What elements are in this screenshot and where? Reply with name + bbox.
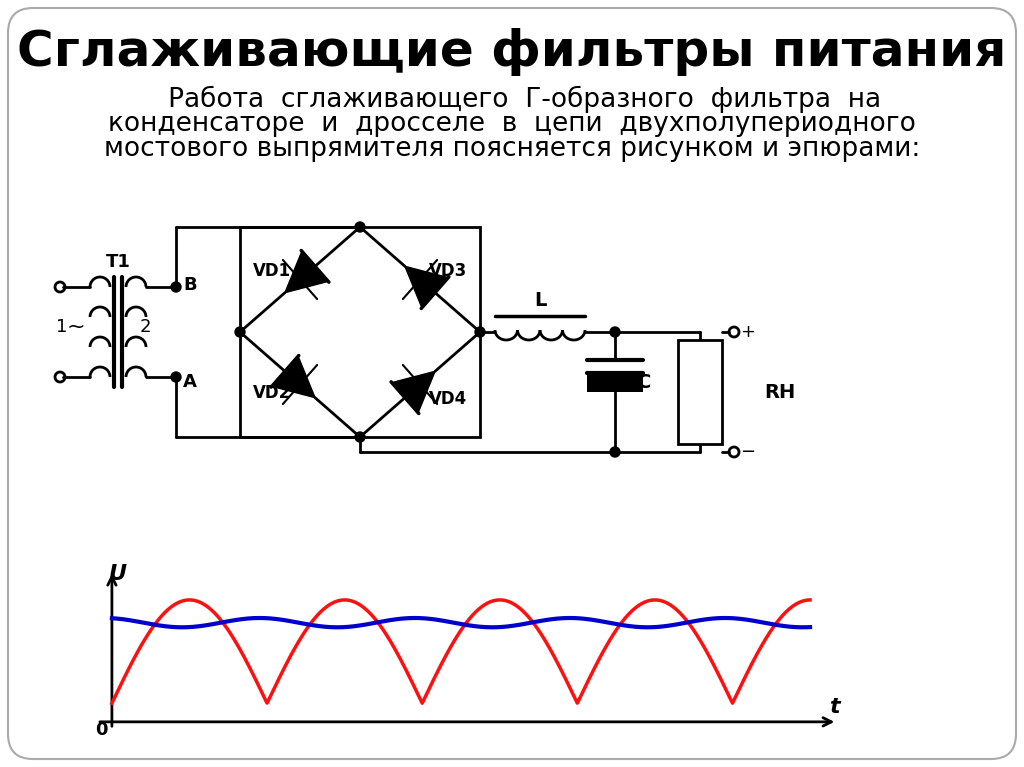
Text: RН: RН: [764, 383, 796, 401]
Polygon shape: [392, 371, 435, 413]
Text: −: −: [740, 443, 756, 461]
Circle shape: [610, 327, 620, 337]
Text: t: t: [829, 697, 840, 717]
Text: U: U: [109, 564, 127, 584]
Bar: [240, 227, 480, 437]
Circle shape: [171, 372, 181, 382]
Text: 2: 2: [140, 318, 152, 336]
Bar: [678, 340, 722, 444]
Circle shape: [171, 282, 181, 292]
Text: VD3: VD3: [429, 262, 467, 281]
Text: 0: 0: [95, 721, 108, 739]
Text: конденсаторе  и  дросселе  в  цепи  двухполупериодного: конденсаторе и дросселе в цепи двухполуп…: [109, 111, 915, 137]
Circle shape: [234, 327, 245, 337]
Text: VD1: VD1: [253, 262, 291, 281]
Circle shape: [610, 447, 620, 457]
Circle shape: [475, 327, 485, 337]
Text: VD2: VD2: [253, 384, 291, 401]
Text: ~: ~: [67, 317, 85, 337]
Text: VD4: VD4: [429, 390, 467, 409]
Polygon shape: [404, 266, 449, 308]
Text: мостового выпрямителя поясняется рисунком и эпюрами:: мостового выпрямителя поясняется рисунко…: [103, 136, 921, 162]
Text: A: A: [183, 373, 197, 391]
Text: +: +: [740, 323, 756, 341]
Bar: [587, 375, 643, 392]
FancyBboxPatch shape: [8, 8, 1016, 759]
Text: L: L: [534, 291, 546, 310]
Text: 1: 1: [56, 318, 68, 336]
Polygon shape: [285, 252, 329, 293]
Circle shape: [355, 432, 365, 442]
Text: B: B: [183, 276, 197, 294]
Text: Работа  сглаживающего  Г-образного  фильтра  на: Работа сглаживающего Г-образного фильтра…: [143, 85, 881, 113]
Polygon shape: [271, 357, 315, 397]
Text: T1: T1: [105, 253, 130, 271]
Text: C: C: [637, 373, 651, 391]
Circle shape: [355, 222, 365, 232]
Text: Сглаживающие фильтры питания: Сглаживающие фильтры питания: [17, 28, 1007, 76]
